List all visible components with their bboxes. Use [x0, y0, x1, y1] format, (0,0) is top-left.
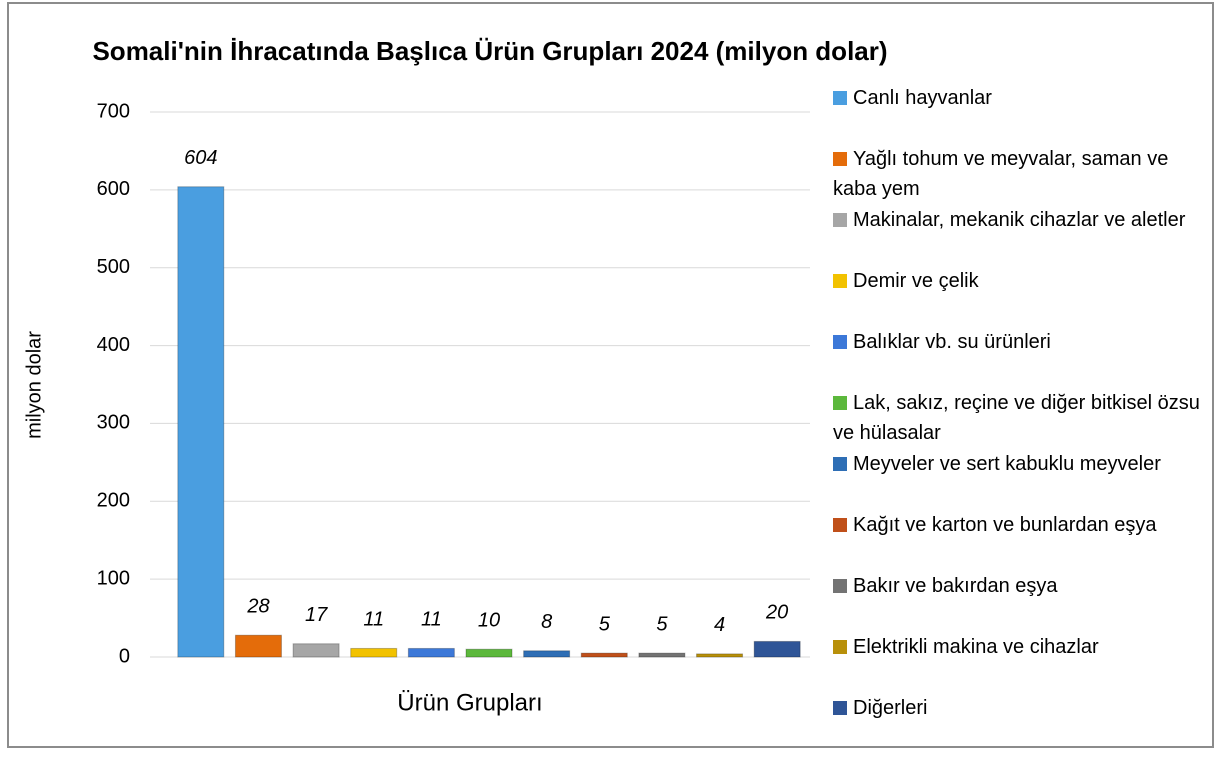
- y-tick-label: 300: [97, 412, 130, 434]
- legend-label: Meyveler ve sert kabuklu meyveler: [853, 453, 1161, 475]
- legend-swatch: [833, 213, 847, 227]
- chart-title: Somali'nin İhracatında Başlıca Ürün Grup…: [92, 36, 887, 66]
- bar: [580, 652, 628, 658]
- y-tick-label: 0: [119, 645, 130, 667]
- legend-entry: Balıklar vb. su ürünleri: [833, 327, 1205, 357]
- bar: [292, 643, 340, 658]
- y-tick-label: 400: [97, 334, 130, 356]
- legend-swatch: [833, 457, 847, 471]
- data-label: 11: [421, 609, 442, 631]
- data-label: 20: [765, 602, 788, 624]
- legend-swatch: [833, 152, 847, 166]
- y-tick-label: 200: [97, 490, 130, 512]
- legend-swatch: [833, 335, 847, 349]
- x-axis-label: Ürün Grupları: [397, 689, 542, 716]
- legend-entry: Makinalar, mekanik cihazlar ve aletler: [833, 205, 1205, 235]
- y-axis-label: milyon dolar: [23, 331, 45, 439]
- legend-entry: Kağıt ve karton ve bunlardan eşya: [833, 510, 1205, 540]
- bar: [350, 647, 398, 658]
- legend-label: Canlı hayvanlar: [853, 87, 992, 109]
- bar: [753, 640, 801, 658]
- legend-swatch: [833, 396, 847, 410]
- data-label: 604: [184, 147, 217, 169]
- legend-swatch: [833, 579, 847, 593]
- legend-label: Diğerleri: [853, 697, 928, 719]
- legend-swatch: [833, 518, 847, 532]
- legend-label: Demir ve çelik: [853, 270, 979, 292]
- y-tick-label: 100: [97, 567, 130, 589]
- legend-swatch: [833, 701, 847, 715]
- legend-entry: Bakır ve bakırdan eşya: [833, 571, 1205, 601]
- y-tick-label: 700: [97, 100, 130, 122]
- data-label: 28: [246, 595, 269, 617]
- y-tick-label: 600: [97, 178, 130, 200]
- bar: [523, 650, 571, 658]
- legend-entry: Canlı hayvanlar: [833, 83, 1205, 113]
- legend-label: Lak, sakız, reçine ve diğer bitkisel özs…: [833, 392, 1200, 444]
- data-label: 5: [656, 613, 668, 635]
- legend-entry: Demir ve çelik: [833, 266, 1205, 296]
- legend-swatch: [833, 640, 847, 654]
- data-label: 11: [363, 609, 384, 631]
- bar: [696, 653, 744, 658]
- data-label: 8: [541, 611, 552, 633]
- legend-label: Yağlı tohum ve meyvalar, saman ve kaba y…: [833, 148, 1169, 200]
- bar: [638, 652, 686, 658]
- bar: [465, 648, 513, 658]
- data-label: 10: [478, 609, 500, 631]
- legend-label: Kağıt ve karton ve bunlardan eşya: [853, 514, 1157, 536]
- legend-entry: Diğerleri: [833, 693, 1205, 723]
- legend-label: Makinalar, mekanik cihazlar ve aletler: [853, 209, 1186, 231]
- data-label: 5: [599, 613, 611, 635]
- legend-entry: Lak, sakız, reçine ve diğer bitkisel özs…: [833, 388, 1205, 448]
- legend-label: Elektrikli makina ve cihazlar: [853, 636, 1099, 658]
- y-tick-label: 500: [97, 256, 130, 278]
- legend-entry: Yağlı tohum ve meyvalar, saman ve kaba y…: [833, 144, 1205, 204]
- bar: [177, 186, 225, 658]
- legend-swatch: [833, 91, 847, 105]
- legend-label: Bakır ve bakırdan eşya: [853, 575, 1058, 597]
- legend-entry: Meyveler ve sert kabuklu meyveler: [833, 449, 1205, 479]
- bar: [407, 647, 455, 658]
- legend-entry: Elektrikli makina ve cihazlar: [833, 632, 1205, 662]
- data-label: 4: [714, 614, 725, 636]
- legend-swatch: [833, 274, 847, 288]
- legend-label: Balıklar vb. su ürünleri: [853, 331, 1051, 353]
- data-label: 17: [305, 604, 328, 626]
- bar: [234, 634, 282, 658]
